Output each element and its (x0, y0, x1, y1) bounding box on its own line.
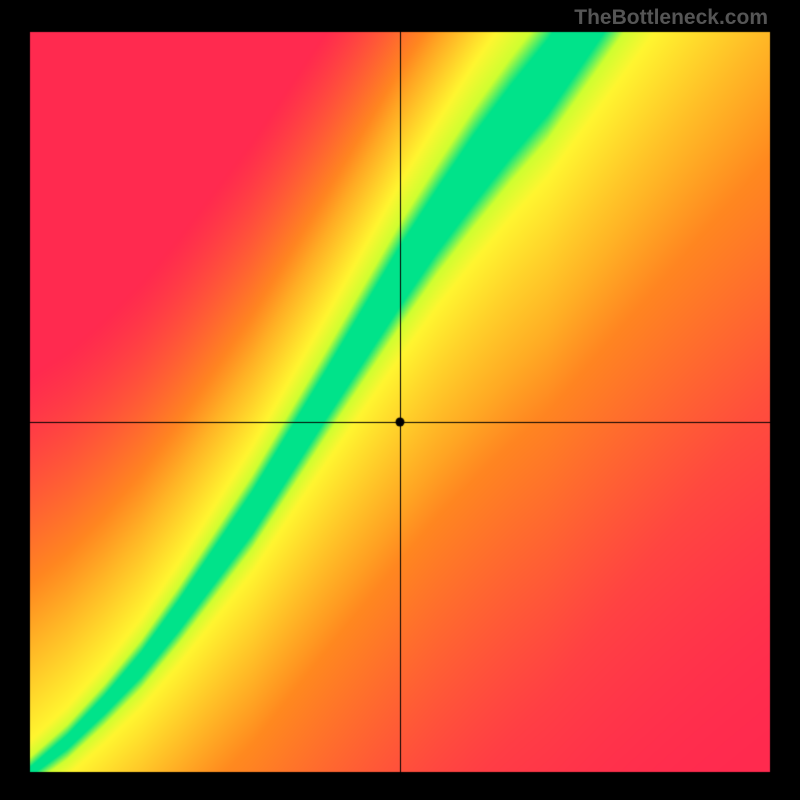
watermark-label: TheBottleneck.com (574, 6, 768, 30)
chart-container: TheBottleneck.com (0, 0, 800, 800)
bottleneck-heatmap (0, 0, 800, 800)
